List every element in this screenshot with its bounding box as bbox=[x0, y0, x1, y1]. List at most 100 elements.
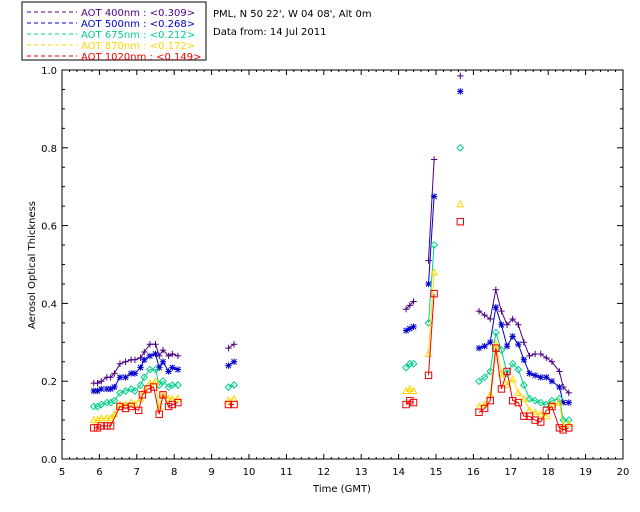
data-point bbox=[229, 394, 239, 402]
data-point bbox=[121, 400, 130, 408]
data-point bbox=[556, 368, 563, 375]
y-tick-label: 0.0 bbox=[41, 455, 57, 466]
data-point bbox=[497, 385, 506, 393]
x-tick-label: 7 bbox=[134, 467, 140, 478]
data-point bbox=[410, 323, 417, 330]
legend-box bbox=[21, 1, 207, 61]
data-point bbox=[159, 358, 167, 365]
data-point bbox=[475, 344, 483, 352]
data-point bbox=[122, 374, 129, 381]
x-tick-label: 16 bbox=[467, 467, 480, 478]
data-point bbox=[137, 364, 144, 371]
data-point bbox=[106, 422, 115, 430]
data-point bbox=[497, 369, 506, 377]
y-tick-label: 0.4 bbox=[41, 299, 57, 310]
data-point bbox=[103, 385, 111, 393]
data-point bbox=[536, 410, 545, 418]
data-point bbox=[146, 341, 154, 348]
data-point bbox=[110, 396, 119, 405]
data-point bbox=[564, 419, 573, 428]
data-point bbox=[481, 342, 488, 350]
data-point bbox=[134, 406, 143, 415]
data-point bbox=[526, 370, 533, 377]
data-point bbox=[525, 394, 534, 403]
series-line bbox=[428, 293, 435, 376]
x-tick-label: 19 bbox=[579, 467, 592, 478]
data-point bbox=[164, 402, 173, 411]
data-point bbox=[475, 307, 483, 315]
series-line bbox=[228, 343, 235, 349]
data-point bbox=[491, 340, 500, 348]
data-point bbox=[548, 396, 556, 405]
data-point bbox=[525, 412, 534, 420]
data-point bbox=[509, 315, 516, 323]
data-point bbox=[230, 400, 238, 409]
data-point bbox=[174, 366, 182, 373]
data-point bbox=[543, 354, 550, 362]
data-point bbox=[555, 398, 564, 406]
data-point bbox=[225, 344, 232, 352]
data-point bbox=[230, 358, 238, 365]
data-point bbox=[430, 289, 438, 298]
data-point bbox=[409, 386, 418, 394]
x-tick-label: 17 bbox=[504, 467, 517, 478]
data-point bbox=[151, 365, 160, 374]
data-point bbox=[508, 375, 517, 383]
date-info: Data from: 14 Jul 2011 bbox=[213, 27, 326, 38]
x-tick-label: 6 bbox=[96, 467, 102, 478]
data-point bbox=[486, 367, 495, 376]
data-point bbox=[97, 400, 106, 409]
data-point bbox=[98, 385, 105, 393]
x-tick-label: 12 bbox=[317, 467, 330, 478]
data-point bbox=[145, 365, 154, 374]
data-point bbox=[503, 380, 512, 389]
data-point bbox=[492, 304, 500, 311]
data-point bbox=[164, 383, 173, 391]
data-point bbox=[406, 325, 414, 332]
data-point bbox=[224, 383, 233, 391]
data-point bbox=[503, 369, 511, 378]
data-point bbox=[515, 321, 522, 328]
data-point bbox=[425, 280, 432, 288]
x-tick-label: 8 bbox=[171, 467, 177, 478]
x-tick-label: 11 bbox=[280, 467, 293, 478]
series-line bbox=[428, 159, 435, 261]
data-point bbox=[127, 370, 135, 377]
data-point bbox=[508, 359, 517, 368]
legend-entry: AOT 870nm : <0.172> bbox=[81, 41, 195, 52]
data-point bbox=[531, 372, 539, 379]
data-point bbox=[130, 400, 139, 408]
data-point bbox=[93, 424, 102, 432]
x-axis-title: Time (GMT) bbox=[312, 484, 371, 495]
data-point bbox=[503, 321, 511, 328]
data-point bbox=[131, 387, 139, 395]
data-point bbox=[425, 257, 432, 264]
legend-entry: AOT 400nm : <0.309> bbox=[81, 8, 195, 19]
data-point bbox=[131, 356, 139, 364]
data-point bbox=[106, 398, 115, 407]
data-point bbox=[97, 422, 105, 430]
data-point bbox=[230, 381, 238, 389]
y-tick-label: 1.0 bbox=[41, 66, 57, 77]
data-point bbox=[97, 413, 106, 422]
data-point bbox=[456, 143, 465, 152]
series-line bbox=[405, 399, 414, 405]
data-point bbox=[555, 424, 564, 432]
data-point bbox=[514, 388, 523, 396]
data-point bbox=[457, 72, 464, 80]
x-tick-label: 15 bbox=[430, 467, 443, 478]
data-point bbox=[107, 374, 114, 381]
data-point bbox=[487, 339, 494, 346]
data-point bbox=[155, 410, 163, 418]
data-point bbox=[103, 422, 111, 430]
data-point bbox=[514, 398, 522, 407]
data-point bbox=[127, 398, 136, 406]
data-point bbox=[519, 381, 528, 389]
data-point bbox=[548, 378, 556, 385]
data-point bbox=[94, 387, 101, 395]
data-point bbox=[430, 268, 439, 276]
data-point bbox=[90, 387, 97, 395]
data-point bbox=[456, 218, 465, 226]
y-axis: 0.0 0.2 0.4 0.6 0.8 1.0 bbox=[41, 66, 623, 466]
